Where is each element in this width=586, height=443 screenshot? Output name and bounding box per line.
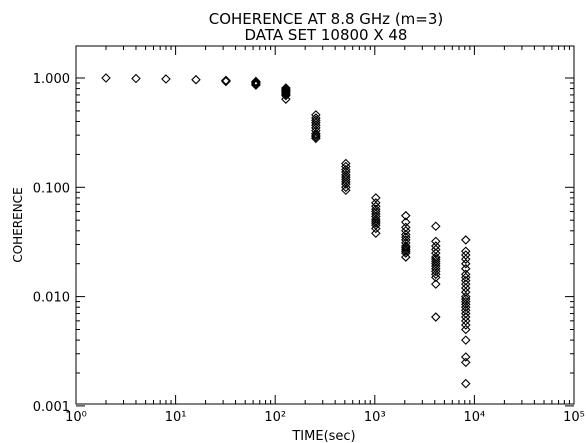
data-point (460, 272, 471, 283)
data-point (460, 302, 471, 312)
x-axis-label: TIME(sec) (291, 429, 355, 443)
data-point (311, 130, 321, 140)
data-point (341, 161, 351, 172)
data-point (221, 76, 231, 87)
data-point (460, 357, 471, 368)
data-point (431, 312, 441, 322)
data-point (371, 209, 381, 219)
data-point (251, 79, 261, 89)
data-point (341, 170, 351, 180)
data-point (281, 89, 291, 100)
data-point (431, 221, 441, 232)
data-point (460, 320, 471, 330)
data-point (371, 228, 381, 239)
data-point (431, 266, 441, 277)
data-point (460, 263, 471, 274)
data-point (311, 113, 321, 123)
data-point (281, 88, 291, 98)
data-point (401, 241, 411, 251)
data-point (311, 131, 321, 142)
data-point (371, 193, 381, 203)
y-axis-label: COHERENCE (11, 187, 25, 262)
data-point (341, 185, 351, 196)
axis-ticks (75, 46, 575, 407)
data-point (341, 182, 351, 193)
x-tick-label: 10¹ (165, 410, 187, 425)
data-point (460, 335, 471, 345)
data-point (401, 246, 411, 257)
y-tick-label: 1.000 (33, 72, 70, 87)
data-point (311, 133, 321, 144)
data-point (311, 110, 321, 120)
data-point (281, 85, 291, 96)
data-point (281, 94, 291, 104)
data-point (371, 223, 381, 234)
x-tick-label: 10³ (364, 410, 386, 425)
data-point (460, 352, 471, 362)
data-point (460, 254, 471, 264)
y-tick-label: 0.100 (33, 181, 70, 196)
x-tick-label: 10² (264, 410, 286, 425)
y-tick-label: 0.010 (33, 291, 70, 306)
chart-subtitle: DATA SET 10800 X 48 (245, 26, 408, 44)
data-point (401, 222, 411, 233)
data-point (311, 128, 321, 139)
data-point (460, 296, 471, 307)
data-point (460, 324, 471, 335)
data-point (131, 73, 141, 84)
data-point (460, 258, 471, 269)
data-point (460, 299, 471, 310)
data-point (251, 76, 261, 87)
x-tick-label: 10⁴ (464, 410, 486, 425)
data-point (460, 269, 471, 280)
data-point (371, 214, 381, 225)
data-points (101, 73, 471, 389)
data-point (101, 73, 111, 83)
data-point (251, 78, 261, 88)
data-point (401, 210, 411, 221)
data-point (431, 269, 441, 280)
x-tick-label: 10⁰ (65, 410, 87, 425)
data-point (341, 172, 351, 182)
data-point (431, 279, 441, 289)
data-point (161, 74, 171, 84)
data-point (341, 179, 351, 189)
data-point (401, 248, 411, 258)
data-point (401, 252, 411, 262)
data-point (251, 80, 261, 90)
y-tick-label: 0.001 (33, 400, 70, 415)
data-point (191, 74, 201, 85)
data-point (460, 287, 471, 297)
data-point (401, 226, 411, 236)
data-point (431, 254, 441, 264)
plot-frame (75, 45, 575, 405)
x-tick-label: 10⁵ (563, 410, 585, 425)
data-point (460, 235, 471, 245)
data-point (431, 252, 441, 262)
chart-title: COHERENCE AT 8.8 GHz (m=3) (209, 10, 444, 28)
data-point (281, 84, 291, 94)
data-point (371, 218, 381, 228)
data-point (401, 232, 411, 242)
data-point (401, 242, 411, 253)
data-point (460, 378, 471, 389)
data-point (431, 272, 441, 283)
axis-tick-labels: 10⁰ 10¹ 10² 10³ 10⁴ 10⁵ 1.000 0.100 0.010 0.001 (33, 72, 585, 425)
data-point (431, 241, 441, 251)
data-point (281, 90, 291, 101)
data-point (460, 305, 471, 316)
